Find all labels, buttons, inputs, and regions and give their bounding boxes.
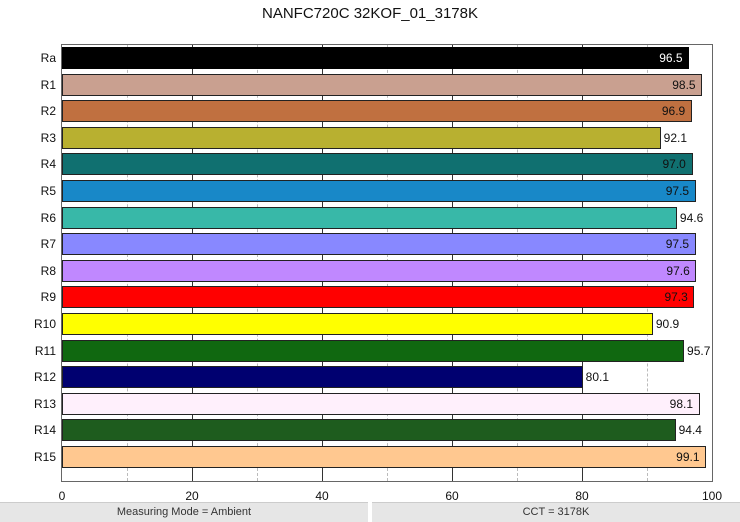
value-label-r2: 96.9 xyxy=(661,104,686,119)
bar-r8 xyxy=(62,259,697,282)
y-label-r1: R1 xyxy=(40,77,56,92)
value-label-r7: 97.5 xyxy=(665,237,690,252)
value-label-r6: 94.6 xyxy=(679,210,704,225)
chart-title: NANFC720C 32KOF_01_3178K xyxy=(262,5,478,22)
y-label-r2: R2 xyxy=(40,104,56,119)
y-label-r10: R10 xyxy=(33,317,56,331)
cct-status: CCT = 3178K xyxy=(372,502,740,522)
y-label-r4: R4 xyxy=(40,157,56,172)
bar-r5 xyxy=(62,180,696,202)
measuring-mode-status: Measuring Mode = Ambient xyxy=(0,502,368,522)
bar-r1 xyxy=(62,73,703,96)
value-label-r8: 97.6 xyxy=(666,263,690,278)
bar-r7 xyxy=(62,233,696,256)
x-tick-label: 20 xyxy=(185,489,199,503)
y-label-r11: R11 xyxy=(34,343,56,358)
bar-r6 xyxy=(62,206,677,229)
y-label-r9: R9 xyxy=(40,290,56,305)
y-label-r5: R5 xyxy=(40,184,56,198)
value-label-r5: 97.5 xyxy=(665,184,690,198)
value-label-r11: 95.7 xyxy=(687,343,711,358)
x-tick-label: 60 xyxy=(445,489,459,503)
bar-r14 xyxy=(62,419,676,442)
bar-r13 xyxy=(62,392,700,415)
bar-r4 xyxy=(62,153,693,176)
y-label-ra: Ra xyxy=(40,51,56,65)
value-label-r4: 97.0 xyxy=(662,157,686,172)
value-label-r15: 99.1 xyxy=(676,450,700,464)
value-label-r1: 98.5 xyxy=(672,77,696,92)
x-tick-label: 100 xyxy=(701,489,723,503)
bar-r3 xyxy=(62,126,661,149)
bar-r9 xyxy=(62,286,695,309)
bar-r15 xyxy=(62,446,707,468)
bar-r11 xyxy=(62,339,685,362)
value-label-r10: 90.9 xyxy=(655,317,680,331)
bar-ra xyxy=(62,47,690,69)
value-label-r12: 80.1 xyxy=(585,370,609,385)
y-label-r15: R15 xyxy=(33,450,56,464)
value-label-ra: 96.5 xyxy=(659,51,683,65)
value-label-r3: 92.1 xyxy=(663,130,687,145)
y-label-r13: R13 xyxy=(33,396,56,411)
value-label-r9: 97.3 xyxy=(664,290,688,305)
value-label-r14: 94.4 xyxy=(678,423,702,438)
x-tick-label: 0 xyxy=(58,489,66,503)
bar-r12 xyxy=(62,366,583,389)
y-label-r3: R3 xyxy=(40,130,56,145)
x-tick-label: 80 xyxy=(575,489,589,503)
x-tick-label: 40 xyxy=(315,489,329,503)
y-label-r8: R8 xyxy=(40,263,56,278)
bar-r2 xyxy=(62,100,692,123)
y-label-r6: R6 xyxy=(40,210,56,225)
y-label-r14: R14 xyxy=(33,423,56,438)
y-label-r12: R12 xyxy=(33,370,56,385)
plot-area: 96.5 98.5 96.9 92.1 97.0 97.5 94.6 97.5 97.6 97.3… xyxy=(61,44,713,482)
bar-r10 xyxy=(62,313,653,335)
value-label-r13: 98.1 xyxy=(669,396,693,411)
y-label-r7: R7 xyxy=(40,237,56,252)
